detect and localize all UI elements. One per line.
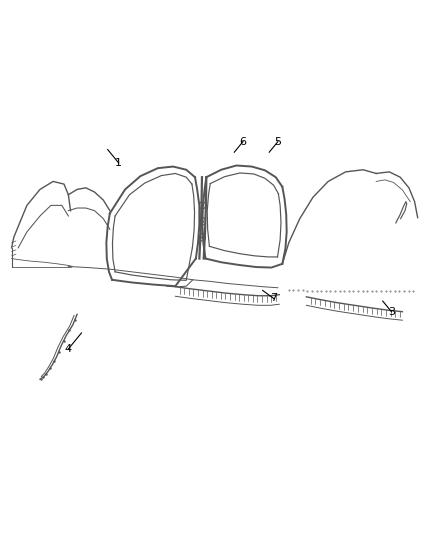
Text: 5: 5 [275, 136, 282, 147]
Text: 4: 4 [65, 344, 72, 354]
Text: 7: 7 [270, 293, 277, 303]
Text: 6: 6 [240, 136, 247, 147]
Text: 1: 1 [115, 158, 122, 168]
Text: 3: 3 [388, 306, 395, 317]
